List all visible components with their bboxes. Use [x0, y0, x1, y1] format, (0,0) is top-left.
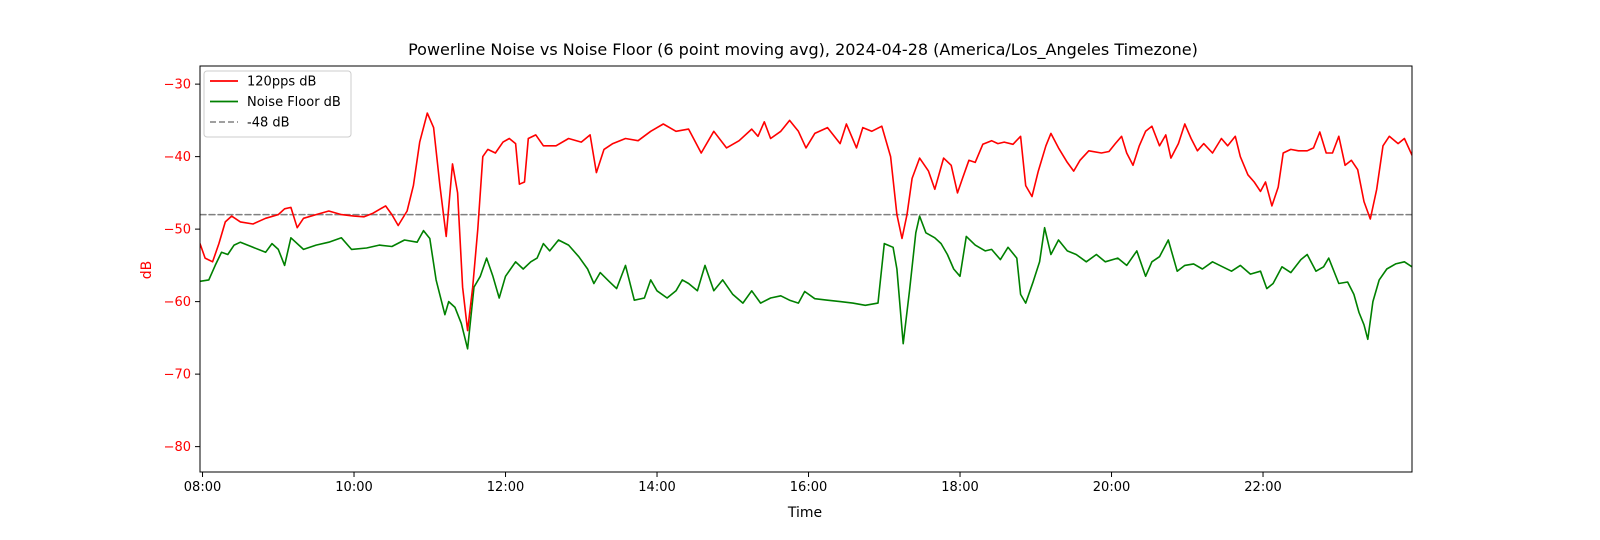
plot-frame — [199, 65, 1413, 473]
legend-label-1: Noise Floor dB — [247, 95, 341, 110]
series-layer — [200, 112, 1412, 350]
x-tick-label: 18:00 — [941, 480, 978, 495]
x-tick-label: 10:00 — [335, 480, 372, 495]
x-axis-label: Time — [787, 505, 822, 521]
x-tick-label: 22:00 — [1244, 480, 1281, 495]
legend: 120pps dB Noise Floor dB -48 dB — [203, 70, 352, 138]
x-tick-label: 20:00 — [1093, 480, 1130, 495]
series-line-1 — [200, 215, 1412, 350]
y-tick-label: −40 — [164, 150, 191, 165]
y-tick-label: −60 — [164, 295, 191, 310]
x-tick-label: 12:00 — [487, 480, 524, 495]
y-tick-label: −80 — [164, 440, 191, 455]
legend-label-2: -48 dB — [247, 116, 290, 131]
axes-layer: 08:00 10:00 12:00 14:00 16:00 18:00 20:00 22:00… — [164, 78, 1282, 495]
chart-title: Powerline Noise vs Noise Floor (6 point … — [408, 40, 1198, 60]
y-axis-label: dB — [139, 261, 155, 280]
series-line-0 — [200, 112, 1412, 332]
x-tick-label: 14:00 — [638, 480, 675, 495]
x-tick-label: 08:00 — [184, 480, 221, 495]
legend-box — [203, 70, 352, 138]
legend-label-0: 120pps dB — [247, 75, 316, 90]
y-tick-label: −70 — [164, 368, 191, 383]
x-tick-label: 16:00 — [790, 480, 827, 495]
y-tick-label: −30 — [164, 78, 191, 93]
y-tick-label: −50 — [164, 223, 191, 238]
